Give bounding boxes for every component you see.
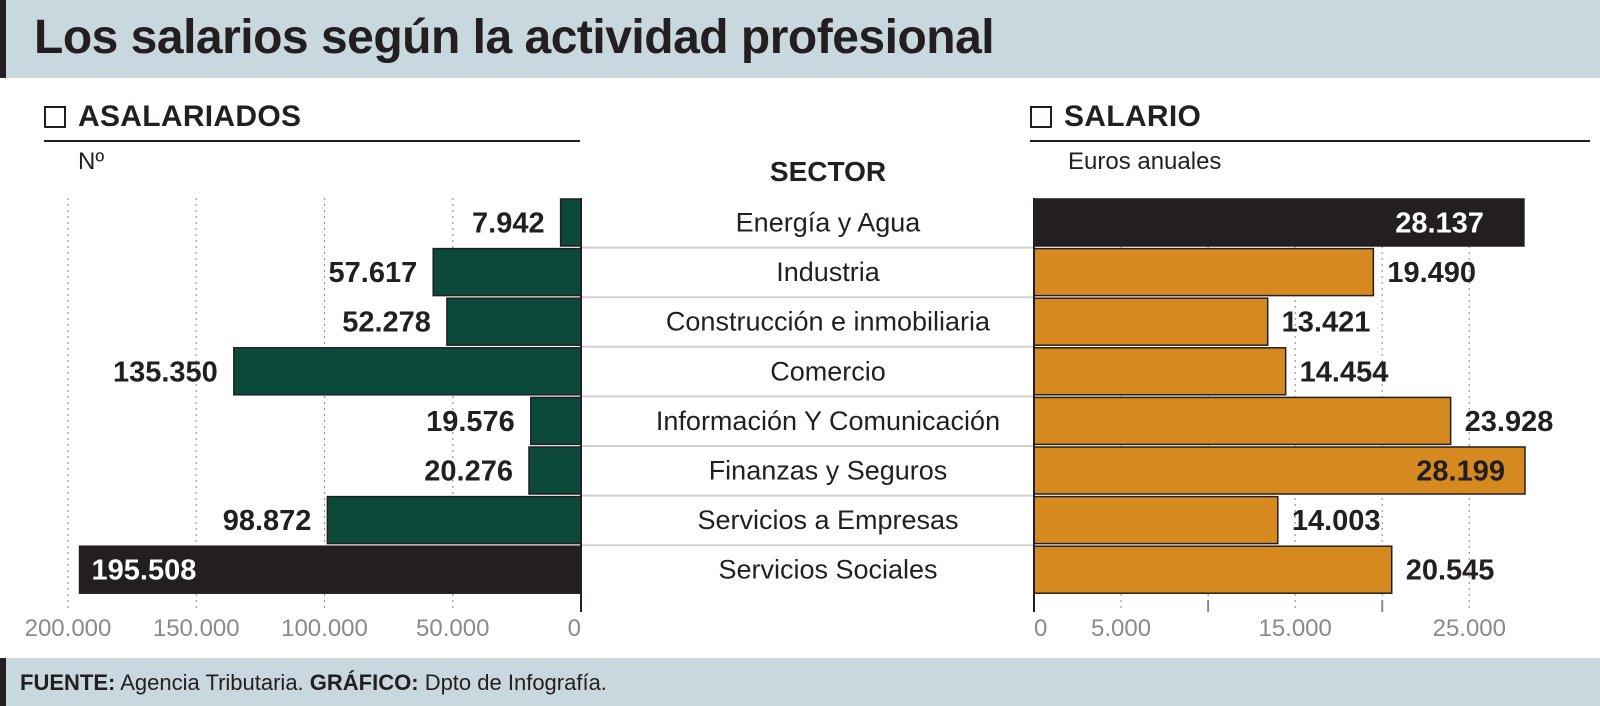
footer-accent-bar: [0, 658, 6, 706]
asalariados-tick-label: 0: [568, 615, 581, 642]
salario-bar: [1033, 396, 1452, 446]
salario-unit: Euros anuales: [1068, 148, 1222, 175]
chart-title: Los salarios según la actividad profesio…: [34, 11, 995, 64]
asalariados-tick-label: 100.000: [281, 615, 368, 642]
asalariados-bar: [530, 396, 582, 446]
asalariados-checkbox-icon: [44, 106, 66, 128]
salario-value-label: 28.199: [1416, 456, 1505, 488]
sector-label: Comercio: [770, 356, 886, 386]
salario-bar: [1033, 495, 1279, 545]
salario-tick-label: 0: [1034, 615, 1047, 642]
asalariados-value-label: 57.617: [329, 257, 418, 289]
asalariados-unit: Nº: [78, 148, 105, 175]
salario-checkbox-icon: [1030, 106, 1052, 128]
footer: FUENTE: Agencia Tributaria. GRÁFICO: Dpt…: [0, 658, 1600, 706]
asalariados-value-label: 195.508: [92, 555, 197, 587]
sector-label: Construcción e inmobiliaria: [666, 307, 991, 337]
salario-value-label: 19.490: [1387, 257, 1476, 289]
asalariados-tick-label: 50.000: [416, 615, 489, 642]
sector-label: Industria: [776, 257, 881, 287]
salario-value-label: 13.421: [1282, 307, 1371, 339]
asalariados-value-label: 98.872: [223, 505, 312, 537]
salario-value-label: 14.454: [1300, 356, 1389, 388]
graphic-text: Dpto de Infografía.: [424, 670, 607, 695]
asalariados-bar: [432, 247, 582, 297]
salario-bar: [1033, 347, 1287, 396]
salario-bar: [1033, 545, 1393, 594]
salario-tick-label: 25.000: [1433, 615, 1506, 642]
salario-tick-label: 5.000: [1091, 615, 1151, 642]
sector-label: Energía y Agua: [736, 208, 922, 238]
asalariados-bar: [326, 495, 582, 545]
salario-bar: [1033, 297, 1269, 346]
source-label: FUENTE:: [20, 670, 116, 695]
salario-tick-label: 15.000: [1258, 615, 1331, 642]
asalariados-value-label: 7.942: [472, 208, 545, 240]
asalariados-value-label: 19.576: [426, 406, 515, 438]
asalariados-heading-label: ASALARIADOS: [78, 100, 302, 133]
asalariados-tick-label: 200.000: [25, 615, 112, 642]
salario-value-label: 28.137: [1395, 208, 1484, 240]
sector-label: Servicios a Empresas: [697, 505, 958, 535]
salario-value-label: 14.003: [1292, 505, 1381, 537]
salario-value-label: 20.545: [1406, 555, 1495, 587]
asalariados-tick-label: 150.000: [153, 615, 240, 642]
asalariados-bar: [528, 446, 582, 495]
salario-heading-label: SALARIO: [1064, 100, 1202, 133]
sector-heading: SECTOR: [769, 156, 887, 187]
asalariados-bar: [233, 347, 582, 396]
asalariados-value-label: 135.350: [113, 356, 218, 388]
title-bar: Los salarios según la actividad profesio…: [0, 0, 1600, 78]
source-text: Agencia Tributaria.: [120, 670, 304, 695]
asalariados-bar: [446, 297, 582, 346]
sector-label: Servicios Sociales: [718, 555, 937, 585]
salario-bar: [1033, 446, 1526, 495]
asalariados-heading: ASALARIADOS: [44, 100, 580, 142]
sector-label: Finanzas y Seguros: [709, 456, 948, 486]
asalariados-value-label: 52.278: [342, 307, 431, 339]
sector-label: Información Y Comunicación: [656, 406, 1000, 436]
salario-bar: [1033, 198, 1525, 247]
footer-credits: FUENTE: Agencia Tributaria. GRÁFICO: Dpt…: [20, 670, 607, 696]
salario-bar: [1033, 247, 1375, 297]
title-accent-bar: [0, 0, 6, 78]
asalariados-value-label: 20.276: [424, 456, 513, 488]
asalariados-bar: [559, 198, 582, 247]
salario-heading: SALARIO: [1030, 100, 1590, 142]
salario-value-label: 23.928: [1465, 406, 1554, 438]
graphic-label: GRÁFICO:: [309, 670, 419, 695]
